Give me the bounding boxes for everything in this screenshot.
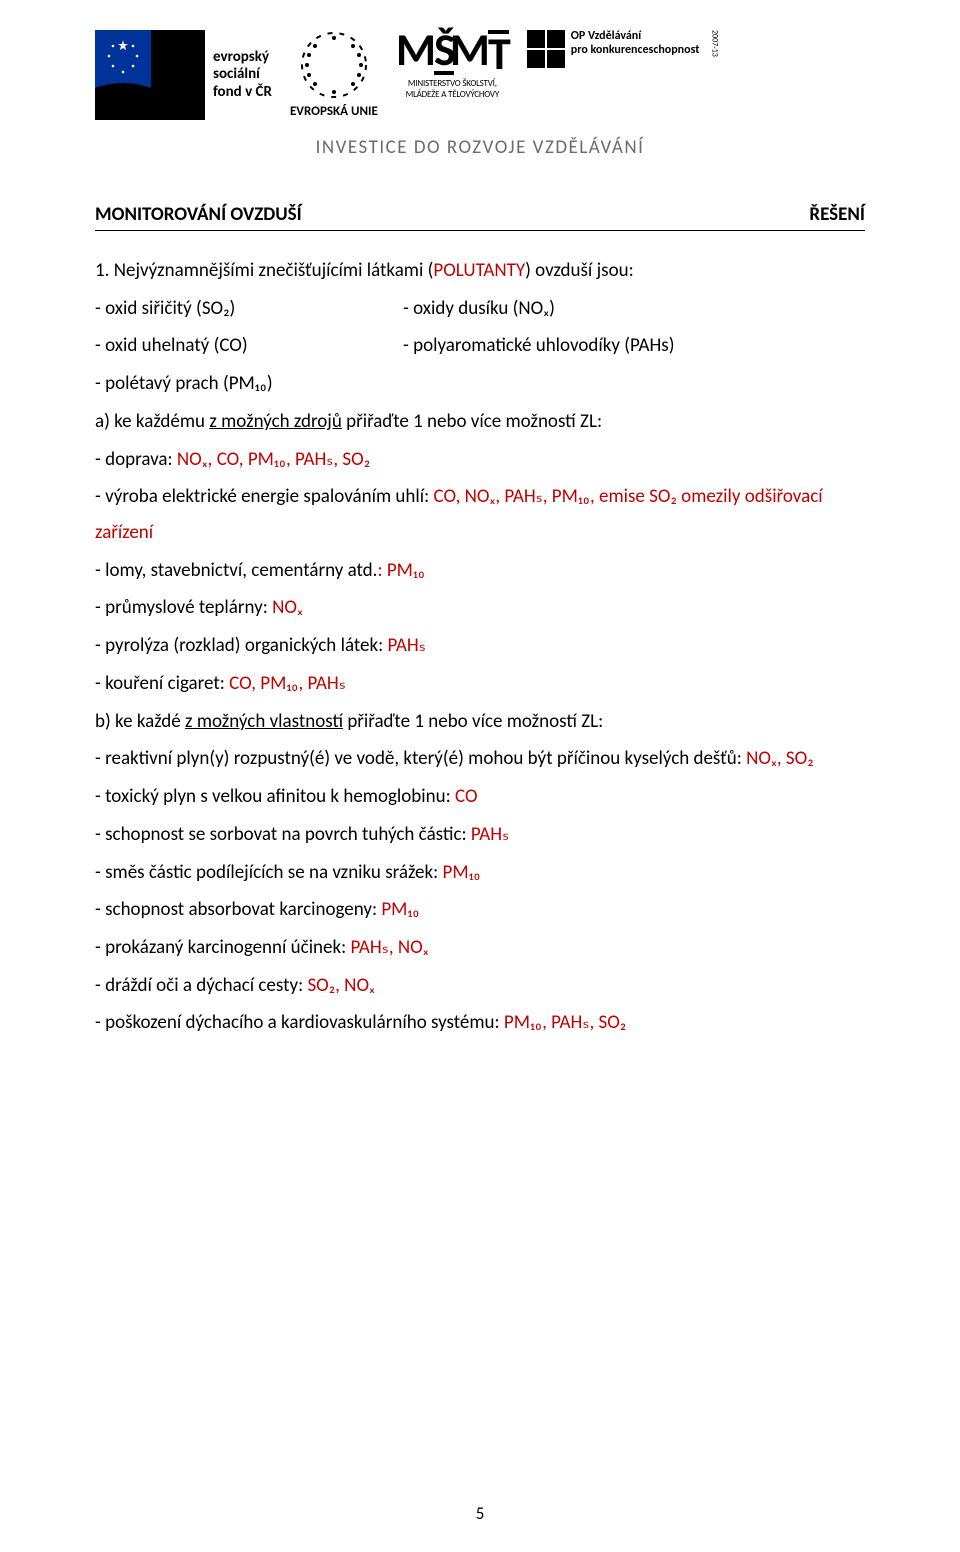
- header-left: MONITOROVÁNÍ OVZDUŠÍ: [95, 203, 302, 226]
- section-a-line: a) ke každému z možných zdrojů přiřaďte …: [95, 404, 865, 440]
- logo-esf: evropský sociální fond v ČR: [95, 30, 272, 120]
- body-content: 1. Nejvýznamnějšími znečišťujícími látka…: [95, 253, 865, 1041]
- section-b-line: b) ke každé z možných vlastností přiřaďt…: [95, 704, 865, 740]
- header-right: ŘEŠENÍ: [809, 203, 865, 226]
- item-b-0: - reaktivní plyn(y) rozpustný(é) ve vodě…: [95, 741, 865, 777]
- item-a-2: - lomy, stavebnictví, cementárny atd.: P…: [95, 553, 865, 589]
- pollutant-nox: - oxidy dusíku (NOₓ): [403, 291, 865, 327]
- item-b-7: - poškození dýchacího a kardiovaskulární…: [95, 1005, 865, 1041]
- pollutant-pahs: - polyaromatické uhlovodíky (PAHs): [403, 328, 865, 364]
- intro-line: 1. Nejvýznamnějšími znečišťujícími látka…: [95, 253, 865, 289]
- logo-msmt: MŠ MT MINISTERSTVO ŠKOLSTVÍ, MLÁDEŽE A T…: [396, 30, 509, 100]
- op-text: OP Vzdělávání pro konkurenceschopnost: [571, 30, 700, 58]
- pollutant-co: - oxid uhelnatý (CO): [95, 328, 355, 364]
- logo-op: OP Vzdělávání pro konkurenceschopnost 20…: [527, 30, 720, 68]
- page-number: 5: [0, 1503, 960, 1524]
- item-b-6: - dráždí oči a dýchací cesty: SO₂, NOₓ: [95, 968, 865, 1004]
- pollutants-two-col: - oxid siřičitý (SO₂) - oxid uhelnatý (C…: [95, 291, 865, 404]
- op-squares-icon: [527, 30, 565, 68]
- item-a-3: - průmyslové teplárny: NOₓ: [95, 590, 865, 626]
- section-header: MONITOROVÁNÍ OVZDUŠÍ ŘEŠENÍ: [95, 203, 865, 231]
- item-b-1: - toxický plyn s velkou afinitou k hemog…: [95, 779, 865, 815]
- msmt-headline: MŠ MT: [396, 30, 509, 75]
- esf-text: evropský sociální fond v ČR: [213, 49, 272, 101]
- polutanty-term: POLUTANTY: [433, 259, 525, 282]
- op-year: 2007-13: [709, 30, 719, 57]
- item-a-4: - pyrolýza (rozklad) organických látek: …: [95, 628, 865, 664]
- item-b-4: - schopnost absorbovat karcinogeny: PM₁₀: [95, 892, 865, 928]
- eu-label: EVROPSKÁ UNIE: [290, 104, 378, 119]
- item-b-3: - směs částic podílejících se na vzniku …: [95, 855, 865, 891]
- logo-eu: EVROPSKÁ UNIE: [290, 30, 378, 119]
- item-a-0: - doprava: NOₓ, CO, PM₁₀, PAHₛ, SO₂: [95, 442, 865, 478]
- esf-line3: fond v ČR: [213, 84, 272, 101]
- pollutant-so2: - oxid siřičitý (SO₂): [95, 291, 355, 327]
- item-a-5: - kouření cigaret: CO, PM₁₀, PAHₛ: [95, 666, 865, 702]
- msmt-subtext: MINISTERSTVO ŠKOLSTVÍ, MLÁDEŽE A TĚLOVÝC…: [406, 79, 499, 100]
- item-b-5: - prokázaný karcinogenní účinek: PAHₛ, N…: [95, 930, 865, 966]
- esf-line2: sociální: [213, 66, 272, 83]
- pollutant-pm10: - polétavý prach (PM₁₀): [95, 366, 355, 402]
- item-b-2: - schopnost se sorbovat na povrch tuhých…: [95, 817, 865, 853]
- invest-headline: INVESTICE DO ROZVOJE VZDĚLÁVÁNÍ: [95, 136, 865, 159]
- item-a-1: - výroba elektrické energie spalováním u…: [95, 479, 865, 550]
- logo-strip: evropský sociální fond v ČR EVROPSKÁ UNI…: [95, 30, 865, 120]
- esf-line1: evropský: [213, 49, 272, 66]
